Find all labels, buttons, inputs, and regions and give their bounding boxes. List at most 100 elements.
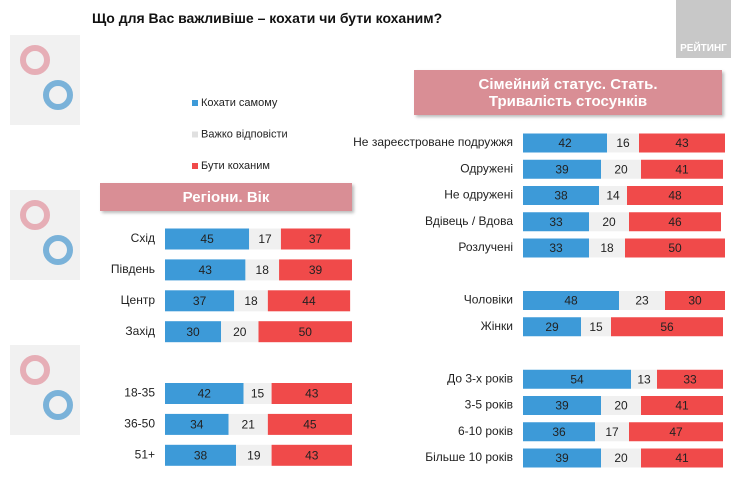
data-label: 44	[302, 294, 316, 308]
bar-segment	[249, 228, 281, 250]
bar-segment	[601, 396, 641, 415]
data-label: 39	[555, 162, 569, 176]
category-label: Чоловіки	[464, 293, 513, 307]
bar-segment	[165, 383, 244, 404]
data-label: 42	[558, 136, 572, 150]
legend-label: Кохати самому	[201, 97, 278, 109]
bar-segment	[271, 444, 352, 466]
data-label: 39	[309, 263, 323, 277]
bar-segment	[657, 369, 723, 389]
data-label: 48	[564, 294, 578, 308]
bar-segment	[165, 290, 235, 312]
panel-title: Регіони. Вік	[100, 183, 352, 211]
category-label: Розлучені	[458, 240, 513, 254]
bar-segment	[221, 321, 259, 343]
category-label: Захід	[125, 324, 155, 338]
data-label: 45	[303, 418, 317, 432]
bar-segment	[245, 259, 280, 281]
bar-segment	[523, 238, 589, 258]
bar-segment	[523, 186, 599, 205]
data-label: 13	[637, 372, 651, 386]
bar-segment	[589, 238, 625, 258]
data-label: 15	[589, 320, 603, 334]
bar-segment	[629, 422, 723, 442]
bar-segment	[625, 238, 725, 258]
panel-title: Сімейний статус. Стать. Тривалість стосу…	[414, 70, 722, 115]
bar-segment	[611, 317, 723, 337]
data-label: 50	[668, 241, 682, 255]
data-label: 38	[194, 448, 208, 462]
data-label: 34	[190, 418, 204, 432]
logo: РЕЙТИНГ	[676, 0, 731, 58]
bar-segment	[523, 422, 595, 442]
page-title: Що для Вас важливіше – кохати чи бути ко…	[92, 10, 443, 26]
data-label: 47	[669, 425, 683, 439]
data-label: 33	[549, 215, 563, 229]
data-label: 46	[668, 215, 682, 229]
data-label: 18	[600, 241, 614, 255]
category-label: Одружені	[460, 161, 513, 175]
data-label: 33	[683, 372, 697, 386]
category-label: Вдівець / Вдова	[425, 214, 513, 228]
data-label: 15	[251, 387, 265, 401]
category-label: Схід	[131, 231, 155, 245]
data-label: 39	[555, 451, 569, 465]
data-label: 37	[193, 294, 207, 308]
bar-segment	[267, 413, 352, 435]
bar-segment	[523, 448, 601, 468]
data-label: 41	[675, 162, 689, 176]
data-label: 37	[309, 232, 323, 246]
bar-segment	[523, 159, 601, 179]
bar-segment	[243, 383, 272, 404]
data-label: 48	[668, 189, 682, 203]
legend-swatch	[192, 131, 198, 138]
data-label: 20	[233, 325, 247, 339]
bar-segment	[165, 321, 222, 343]
bar-segment	[601, 159, 641, 179]
bar-segment	[271, 383, 352, 404]
bar-segment	[280, 228, 351, 250]
category-label: 51+	[135, 447, 155, 461]
data-label: 18	[244, 294, 258, 308]
bar-segment	[165, 259, 246, 281]
data-label: 20	[614, 162, 628, 176]
data-label: 38	[554, 189, 568, 203]
category-label: 3-5 років	[465, 398, 513, 412]
bar-segment	[581, 317, 611, 337]
data-label: 17	[605, 425, 619, 439]
bar-segment	[641, 159, 723, 179]
bar-segment	[523, 369, 631, 389]
data-label: 30	[688, 294, 702, 308]
bar-segment	[641, 396, 723, 415]
data-label: 45	[200, 232, 214, 246]
data-label: 19	[247, 448, 261, 462]
category-label: До 3-х років	[447, 371, 513, 385]
data-label: 43	[199, 263, 213, 277]
data-label: 36	[552, 425, 566, 439]
category-label: 36-50	[124, 417, 155, 431]
data-label: 21	[242, 418, 256, 432]
data-label: 16	[616, 136, 630, 150]
data-label: 43	[305, 448, 319, 462]
bar-segment	[631, 369, 657, 389]
bar-segment	[607, 133, 639, 153]
data-label: 43	[305, 387, 319, 401]
bar-segment	[599, 186, 627, 205]
category-label: 18-35	[124, 386, 155, 400]
data-label: 41	[675, 399, 689, 413]
bar-segment	[234, 290, 268, 312]
data-label: 39	[555, 399, 569, 413]
bar-segment	[639, 133, 725, 153]
bar-segment	[523, 291, 619, 310]
bar-segment	[523, 212, 589, 232]
data-label: 54	[570, 372, 584, 386]
bar-segment	[236, 444, 272, 466]
bar-segment	[601, 448, 641, 468]
data-label: 14	[606, 189, 620, 203]
data-label: 50	[299, 325, 313, 339]
data-label: 20	[602, 215, 616, 229]
data-label: 29	[545, 320, 559, 334]
bar-segment	[629, 212, 721, 232]
bar-segment	[165, 228, 250, 250]
